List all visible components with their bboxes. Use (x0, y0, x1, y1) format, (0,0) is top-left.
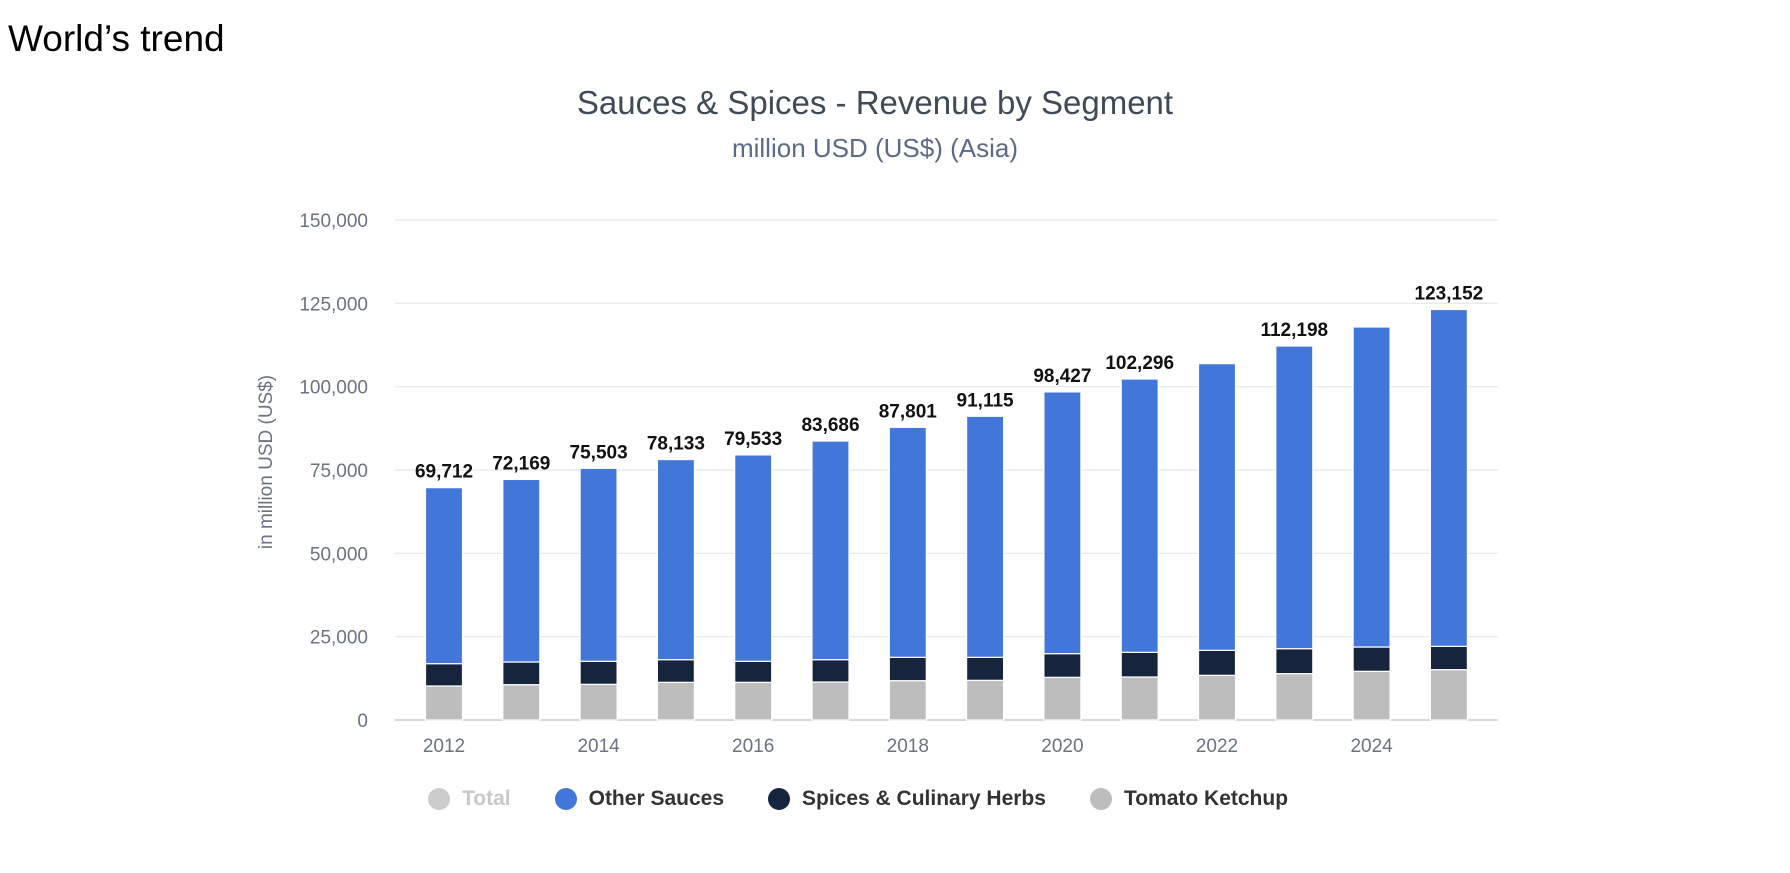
bar-other-sauces (1120, 378, 1159, 653)
y-axis-title: in million USD (US$) (256, 375, 277, 549)
legend-label-other-sauces: Other Sauces (588, 787, 725, 810)
bar-tomato-ketchup (579, 683, 618, 721)
legend-label-spices-culinary-herbs: Spices & Culinary Herbs (802, 787, 1046, 810)
legend-label-total: Total (462, 787, 511, 810)
total-data-label: 78,133 (647, 434, 705, 455)
bar-other-sauces (965, 415, 1005, 658)
y-tick-label: 50,000 (310, 544, 368, 565)
chart-legend: Total Other Sauces Spices & Culinary Her… (428, 787, 1332, 811)
bar-tomato-ketchup (502, 684, 541, 721)
legend-item-other-sauces[interactable]: Other Sauces (554, 787, 725, 811)
total-data-label: 91,115 (957, 390, 1014, 411)
bar-spices-culinary-herbs (1043, 653, 1082, 678)
bar-other-sauces (734, 454, 773, 662)
y-tick-label: 25,000 (310, 628, 368, 649)
bar-tomato-ketchup (734, 681, 773, 721)
bar-other-sauces (1429, 308, 1469, 647)
bar-tomato-ketchup (1120, 676, 1159, 721)
bar-tomato-ketchup (656, 681, 696, 721)
bar-other-sauces (502, 478, 541, 663)
legend-item-tomato-ketchup[interactable]: Tomato Ketchup (1089, 787, 1289, 811)
bar-spices-culinary-herbs (1120, 651, 1159, 678)
bar-other-sauces (888, 426, 927, 658)
bar-tomato-ketchup (1352, 670, 1391, 721)
x-tick-label: 2024 (1350, 736, 1393, 757)
total-data-label: 79,533 (724, 429, 782, 450)
x-tick-label: 2022 (1196, 736, 1238, 757)
legend-label-tomato-ketchup: Tomato Ketchup (1123, 787, 1289, 810)
bar-spices-culinary-herbs (424, 663, 464, 687)
y-tick-label: 0 (357, 711, 368, 732)
y-tick-label: 125,000 (299, 294, 368, 315)
legend-item-spices-culinary-herbs[interactable]: Spices & Culinary Herbs (768, 787, 1046, 811)
chart-subtitle: million USD (US$) (Asia) (731, 133, 1019, 163)
x-tick-label: 2016 (732, 736, 774, 757)
legend-marker-total (428, 788, 450, 810)
bar-other-sauces (1197, 363, 1237, 651)
bar-other-sauces (424, 487, 464, 665)
total-data-label: 123,152 (1415, 283, 1484, 304)
bar-other-sauces (1275, 345, 1314, 650)
bar-other-sauces (1352, 326, 1391, 648)
total-data-label: 102,296 (1105, 353, 1174, 374)
x-tick-label: 2012 (423, 736, 465, 757)
legend-marker-spices-culinary-herbs (768, 788, 791, 810)
bar-other-sauces (1043, 391, 1082, 655)
bar-spices-culinary-herbs (656, 659, 696, 683)
page-heading: World’s trend (8, 18, 225, 59)
total-data-label: 112,198 (1260, 320, 1328, 341)
bar-spices-culinary-herbs (1197, 649, 1237, 676)
bar-spices-culinary-herbs (888, 656, 927, 682)
bar-tomato-ketchup (965, 679, 1005, 721)
legend-marker-tomato-ketchup (1089, 788, 1112, 810)
bar-spices-culinary-herbs (1429, 645, 1469, 671)
total-data-label: 72,169 (492, 453, 550, 474)
x-tick-label: 2018 (887, 736, 929, 757)
bar-spices-culinary-herbs (579, 660, 618, 685)
total-data-label: 98,427 (1033, 366, 1091, 387)
x-tick-label: 2020 (1041, 736, 1083, 757)
bar-spices-culinary-herbs (965, 656, 1005, 681)
chart-title: Sauces & Spices - Revenue by Segment (576, 84, 1174, 121)
bar-tomato-ketchup (811, 681, 850, 721)
bar-tomato-ketchup (1197, 674, 1237, 721)
legend-marker-other-sauces (554, 788, 577, 810)
bar-other-sauces (656, 458, 696, 661)
bar-spices-culinary-herbs (734, 660, 773, 683)
y-tick-label: 75,000 (310, 461, 368, 482)
bar-tomato-ketchup (888, 680, 927, 721)
bar-spices-culinary-herbs (1352, 646, 1391, 672)
legend-item-total[interactable]: Total (428, 787, 511, 811)
bar-tomato-ketchup (1429, 669, 1469, 721)
total-data-label: 69,712 (415, 462, 473, 483)
total-data-label: 75,503 (570, 442, 628, 463)
bar-spices-culinary-herbs (502, 661, 541, 686)
bar-other-sauces (579, 467, 618, 662)
y-tick-label: 100,000 (299, 378, 368, 399)
bar-other-sauces (811, 440, 850, 661)
total-data-label: 83,686 (801, 415, 859, 436)
total-data-label: 87,801 (879, 401, 938, 422)
bar-tomato-ketchup (1275, 673, 1314, 721)
x-tick-label: 2014 (577, 736, 620, 757)
bar-spices-culinary-herbs (1275, 648, 1314, 675)
bar-tomato-ketchup (1043, 676, 1082, 721)
bar-tomato-ketchup (424, 685, 464, 721)
y-tick-label: 150,000 (299, 211, 368, 232)
bar-spices-culinary-herbs (811, 659, 850, 683)
